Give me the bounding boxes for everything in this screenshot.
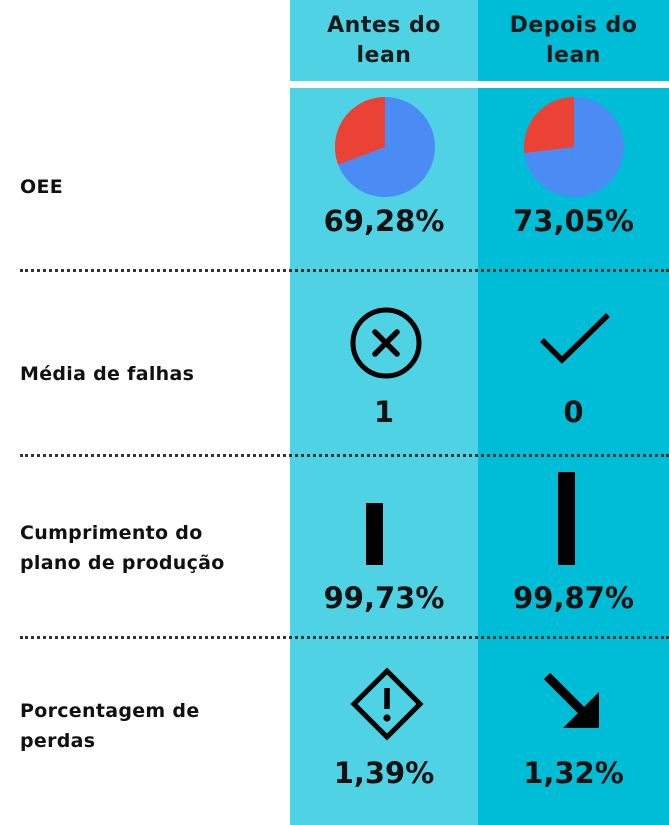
row-label-plan-compliance-line1: Cumprimento do: [20, 522, 203, 544]
row-label-plan-compliance-line2: plano de produção: [20, 552, 225, 574]
pie-oee-after-slice: [523, 97, 574, 154]
column-header-after: Depois do lean: [478, 4, 669, 78]
arrow-down-right-icon: [543, 672, 599, 728]
value-oee-before: 69,28%: [323, 204, 445, 238]
row-divider: [20, 454, 669, 457]
row-label-losses-line1: Porcentagem de: [20, 700, 200, 722]
check-icon: [540, 313, 610, 364]
value-plan-before: 99,73%: [323, 581, 445, 615]
column-header-before: Antes do lean: [290, 4, 478, 78]
value-failures-before: 1: [373, 395, 395, 429]
header-separator: [290, 81, 669, 88]
row-label-plan-compliance: Cumprimento do plano de produção: [20, 518, 280, 578]
row-label-failures-text: Média de falhas: [20, 363, 195, 385]
pie-oee-before-slice: [334, 97, 385, 165]
warning-diamond-icon: [350, 667, 424, 741]
value-losses-before: 1,39%: [333, 756, 435, 790]
column-header-before-line1: Antes do: [327, 13, 441, 38]
row-label-losses: Porcentagem de perdas: [20, 696, 280, 756]
column-header-after-line2: lean: [546, 43, 601, 68]
pie-oee-after: [523, 97, 624, 197]
value-oee-after: 73,05%: [513, 204, 634, 238]
value-failures-after: 0: [563, 395, 584, 429]
row-label-losses-line2: perdas: [20, 730, 96, 752]
column-header-before-line2: lean: [356, 43, 412, 68]
value-plan-after: 99,87%: [513, 581, 634, 615]
column-header-after-line1: Depois do: [509, 13, 638, 38]
row-divider: [20, 636, 669, 639]
row-label-oee-text: OEE: [20, 176, 64, 198]
bar-plan-after: [558, 472, 575, 565]
bar-plan-before: [366, 503, 383, 565]
pie-oee-before: [334, 97, 435, 197]
row-divider: [20, 269, 669, 272]
row-label-oee: OEE: [20, 172, 280, 202]
row-label-failures: Média de falhas: [20, 359, 280, 389]
value-losses-after: 1,32%: [523, 756, 624, 790]
x-circle-icon: [350, 307, 422, 379]
